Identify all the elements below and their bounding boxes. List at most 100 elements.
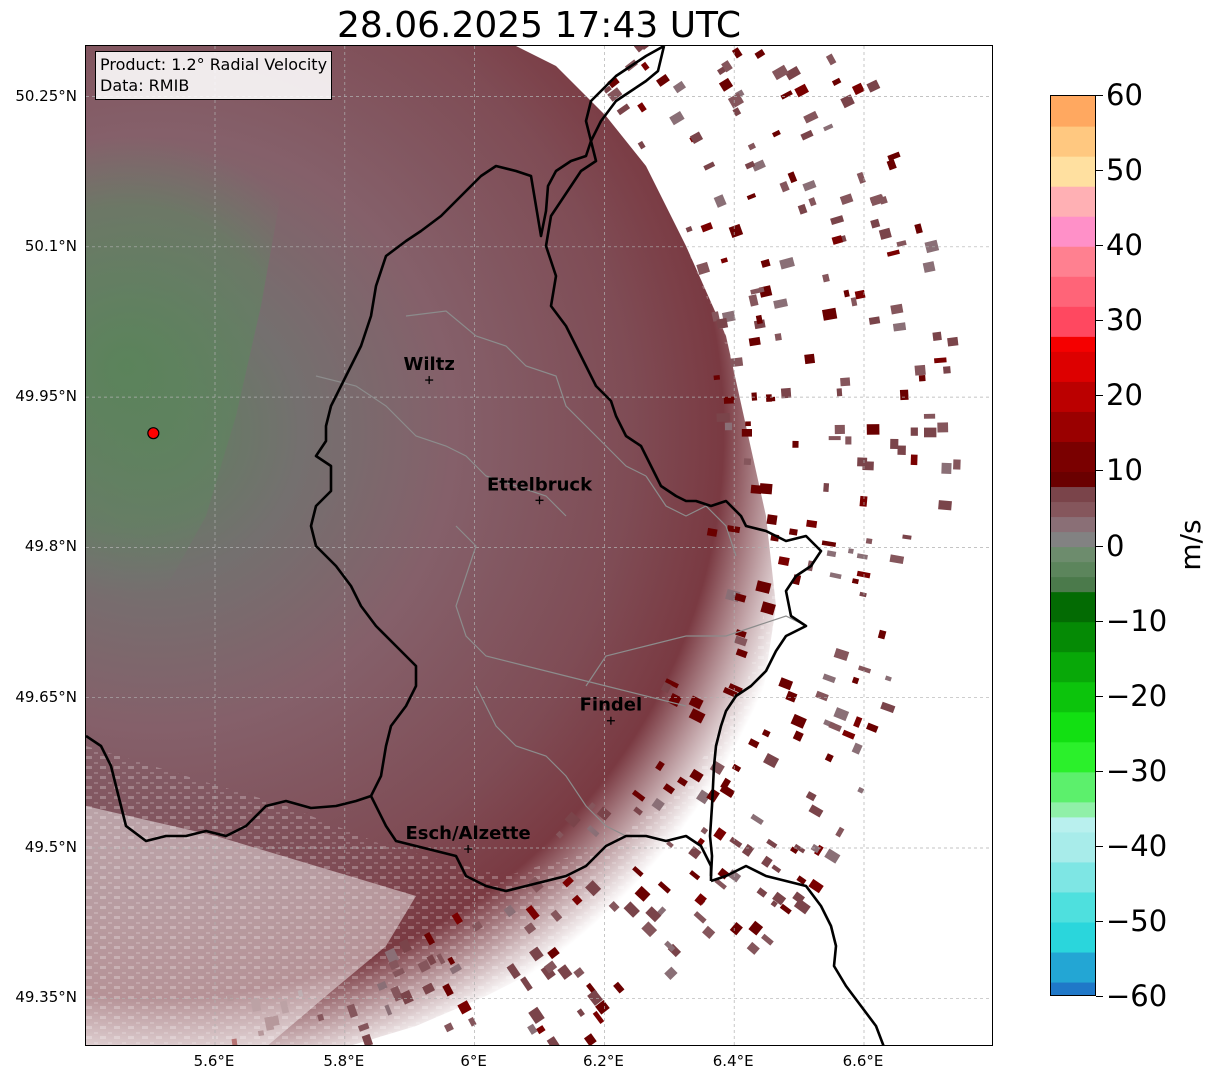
echo-block — [748, 920, 764, 936]
echo-block — [637, 140, 646, 150]
echo-block — [645, 906, 662, 923]
echo-block — [755, 314, 763, 325]
echo-block — [721, 60, 733, 73]
colorbar-tick-mark — [1096, 620, 1103, 622]
echo-block — [655, 760, 665, 772]
colorbar-segment — [1051, 381, 1095, 412]
echo-block — [831, 77, 842, 86]
echo-block — [804, 353, 816, 365]
echo-block — [784, 65, 801, 81]
echo-block — [922, 261, 936, 273]
echo-block — [865, 538, 873, 545]
colorbar-tick-mark — [1096, 320, 1103, 322]
echo-block — [696, 789, 711, 805]
colorbar-tick-mark — [1096, 95, 1103, 96]
echo-block — [633, 46, 645, 53]
echo-block — [826, 550, 837, 558]
echo-block — [732, 107, 742, 117]
echo-block — [839, 193, 854, 206]
echo-block — [657, 906, 667, 916]
echo-block — [780, 387, 792, 399]
echo-block — [442, 983, 454, 997]
echo-block — [346, 1003, 358, 1018]
echo-block — [587, 802, 597, 811]
echo-block — [660, 681, 672, 694]
echo-block — [932, 331, 942, 341]
colorbar-segment — [1051, 501, 1095, 518]
echo-block — [741, 429, 752, 437]
echo-block — [669, 111, 685, 126]
border-germany-france — [710, 864, 885, 1045]
echo-block — [854, 289, 866, 300]
echo-block — [586, 825, 600, 838]
echo-block — [890, 438, 899, 450]
echo-block — [806, 519, 818, 528]
colorbar-segment — [1051, 216, 1095, 247]
lon-tick-label: 6.2°E — [582, 1052, 624, 1070]
echo-block — [607, 76, 620, 89]
echo-block — [772, 129, 781, 138]
echo-block — [631, 789, 646, 802]
echo-block — [761, 933, 774, 946]
echo-block — [761, 855, 773, 868]
echo-block — [734, 635, 748, 647]
echo-block — [700, 826, 709, 835]
echo-block — [870, 218, 881, 229]
echo-block — [592, 1010, 605, 1024]
echo-block — [947, 336, 959, 347]
echo-block — [713, 374, 721, 381]
echo-block — [585, 880, 602, 897]
echo-block — [845, 436, 852, 445]
echo-block — [696, 261, 711, 275]
echo-block — [794, 83, 809, 98]
colorbar-tick-label: 20 — [1106, 378, 1143, 413]
colorbar-segment — [1051, 651, 1095, 683]
echo-block — [851, 742, 863, 755]
colorbar-tick-label: −20 — [1106, 678, 1168, 713]
echo-block — [823, 483, 830, 493]
echo-block — [800, 129, 814, 141]
radar-map[interactable]: Wiltz Ettelbruck Findel Esch/Alzette — [85, 45, 993, 1046]
echo-block — [790, 713, 807, 729]
echo-block — [790, 846, 799, 854]
echo-block — [596, 806, 612, 821]
velocity-colorbar — [1050, 95, 1096, 996]
echo-block — [868, 316, 881, 325]
echo-block — [729, 922, 743, 936]
echo-block — [750, 484, 762, 494]
echo-block — [357, 1022, 370, 1032]
echo-block — [726, 525, 741, 534]
echo-block — [771, 864, 782, 874]
colorbar-segment — [1051, 336, 1095, 352]
echo-block — [859, 495, 868, 507]
product-info-box: Product: 1.2° Radial Velocity Data: RMIB — [95, 51, 333, 100]
echo-block — [641, 46, 653, 51]
echo-block — [748, 738, 760, 749]
echo-block — [297, 989, 304, 998]
echo-block — [741, 843, 755, 857]
colorbar-tick-mark — [1096, 770, 1103, 772]
echo-block — [833, 648, 850, 661]
echo-block — [529, 946, 544, 962]
echo-block — [825, 53, 837, 66]
echo-block — [728, 683, 743, 694]
colorbar-segment — [1051, 801, 1095, 818]
colorbar-tick-mark — [1096, 245, 1103, 247]
echo-block — [793, 843, 806, 854]
echo-block — [815, 690, 829, 702]
data-source-label: Data: RMIB — [100, 76, 190, 95]
echo-block — [666, 840, 674, 849]
echo-block — [520, 976, 533, 992]
city-ettelbruck: Ettelbruck — [487, 474, 593, 505]
colorbar-tick-mark — [1096, 845, 1103, 847]
radar-map-canvas: Wiltz Ettelbruck Findel Esch/Alzette — [86, 46, 992, 1045]
map-title: 28.06.2025 17:43 UTC — [336, 5, 742, 46]
echo-block — [851, 676, 860, 685]
echo-block — [279, 1000, 290, 1014]
echo-block — [856, 570, 871, 579]
echo-block — [731, 47, 743, 59]
echo-block — [851, 82, 865, 96]
colorbar-tick-label: 50 — [1106, 153, 1143, 188]
echo-block — [562, 876, 574, 888]
echo-block — [571, 894, 583, 906]
